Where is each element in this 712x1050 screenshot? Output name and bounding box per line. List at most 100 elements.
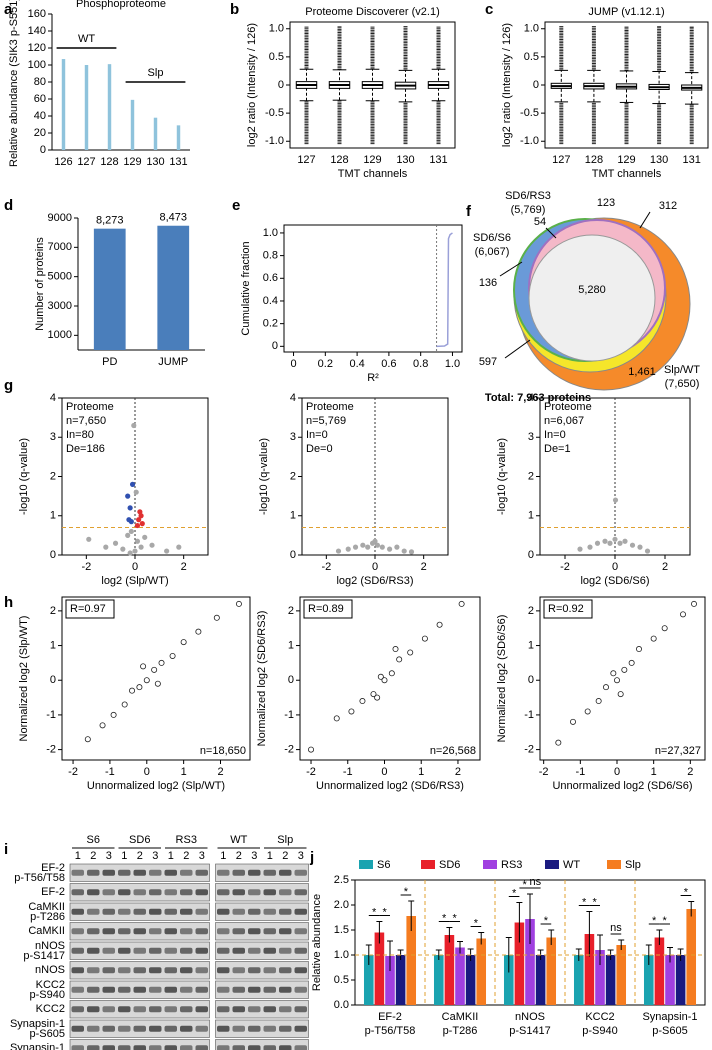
panel-letter: j <box>309 849 314 866</box>
bar <box>503 955 514 1005</box>
point <box>421 635 428 642</box>
y-tick-label: 160 <box>28 8 46 20</box>
x-tick-label: 128 <box>100 156 118 168</box>
point <box>139 520 145 527</box>
blot-band <box>294 889 307 896</box>
point <box>158 659 165 666</box>
point <box>644 548 651 554</box>
lane-label: 3 <box>106 850 112 862</box>
blot-band <box>149 908 162 915</box>
x-tick-label: Synapsin-1 <box>642 1011 697 1023</box>
y-tick-label: -0.5 <box>265 107 284 119</box>
blot-band <box>248 889 261 896</box>
significance: * <box>593 896 598 908</box>
significance: * <box>663 915 668 927</box>
point <box>379 544 385 550</box>
blot-strip <box>215 980 309 999</box>
x-tick-label: 130 <box>396 154 414 166</box>
point <box>621 666 628 673</box>
blot-strip <box>215 961 309 980</box>
blot-band <box>217 869 230 876</box>
blot-band <box>87 986 100 993</box>
blot-band <box>102 1045 115 1050</box>
y-tick-label: 1 <box>528 639 534 651</box>
x-tick-label: 128 <box>330 154 348 166</box>
y-tick-label: 3000 <box>48 300 72 312</box>
panel-letter: i <box>4 841 8 858</box>
blot-band <box>118 986 131 993</box>
blot-band <box>164 986 177 993</box>
point <box>680 611 687 618</box>
row-label: nNOS <box>35 964 65 976</box>
set-count: (6,067) <box>475 246 510 258</box>
significance: ns <box>610 922 622 934</box>
blot-band <box>118 889 131 896</box>
bar <box>153 117 158 150</box>
blot-band <box>263 1045 276 1050</box>
chart-title: Proteome Discoverer (v2.1) <box>305 6 440 18</box>
pointer <box>639 211 651 229</box>
point <box>142 534 148 540</box>
point <box>396 656 403 663</box>
y-tick-label: 9000 <box>48 212 72 224</box>
significance: * <box>453 912 458 924</box>
blot-band <box>195 986 208 993</box>
y-tick-label: 0.6 <box>263 272 278 284</box>
row-label: EF-2 <box>41 886 65 898</box>
x-axis-label: TMT channels <box>592 168 662 180</box>
row-label: p-T56/T58 <box>14 872 65 884</box>
annotation: R=0.92 <box>548 603 584 615</box>
blot-band <box>195 967 208 974</box>
blot-band <box>87 928 100 935</box>
blot-strip <box>215 883 309 902</box>
significance: * <box>383 906 388 918</box>
point <box>235 600 242 607</box>
blot-band <box>232 889 245 896</box>
bar <box>465 955 476 1005</box>
point <box>308 746 315 753</box>
y-tick-label: 1 <box>50 639 56 651</box>
bar <box>433 955 444 1005</box>
blot-band <box>248 1006 261 1013</box>
blot-band <box>102 1006 115 1013</box>
lane-label: 2 <box>282 850 288 862</box>
blot-band <box>217 928 230 935</box>
panel-letter: b <box>230 1 239 18</box>
bar <box>385 956 395 1005</box>
annotation: n=6,067 <box>544 415 584 427</box>
legend-label: RS3 <box>501 859 522 871</box>
blot-band <box>217 908 230 915</box>
blot-band <box>195 889 208 896</box>
bar <box>584 934 595 1005</box>
x-tick-label: -1 <box>343 766 353 778</box>
point <box>628 659 635 666</box>
annotation: De=186 <box>66 443 105 455</box>
x-tick-label: 0 <box>132 561 138 573</box>
point <box>603 684 610 691</box>
blot-strip <box>215 863 309 882</box>
blot-band <box>102 1025 115 1032</box>
pointer <box>504 339 531 359</box>
blot-band <box>118 1045 131 1050</box>
y-tick-label: -2 <box>284 744 294 756</box>
annotation: In=80 <box>66 429 94 441</box>
blot-band <box>133 928 146 935</box>
point <box>636 646 643 653</box>
annotation: n=5,769 <box>306 415 346 427</box>
y-axis-label: -log10 (q-value) <box>258 438 270 515</box>
blot-band <box>217 1006 230 1013</box>
x-tick-label: 129 <box>617 154 635 166</box>
blot-band <box>118 1006 131 1013</box>
row-label: Synapsin-1 <box>10 1042 65 1050</box>
lane-label: 1 <box>121 850 127 862</box>
blot-band <box>232 869 245 876</box>
bar <box>546 937 557 1005</box>
blot-band <box>102 869 115 876</box>
y-tick-label: 4 <box>50 392 56 404</box>
point <box>138 513 144 519</box>
annotation-box <box>65 599 115 619</box>
blot-band <box>149 928 162 935</box>
point <box>555 739 562 746</box>
annotation: Proteome <box>306 401 354 413</box>
blot-band <box>164 967 177 974</box>
